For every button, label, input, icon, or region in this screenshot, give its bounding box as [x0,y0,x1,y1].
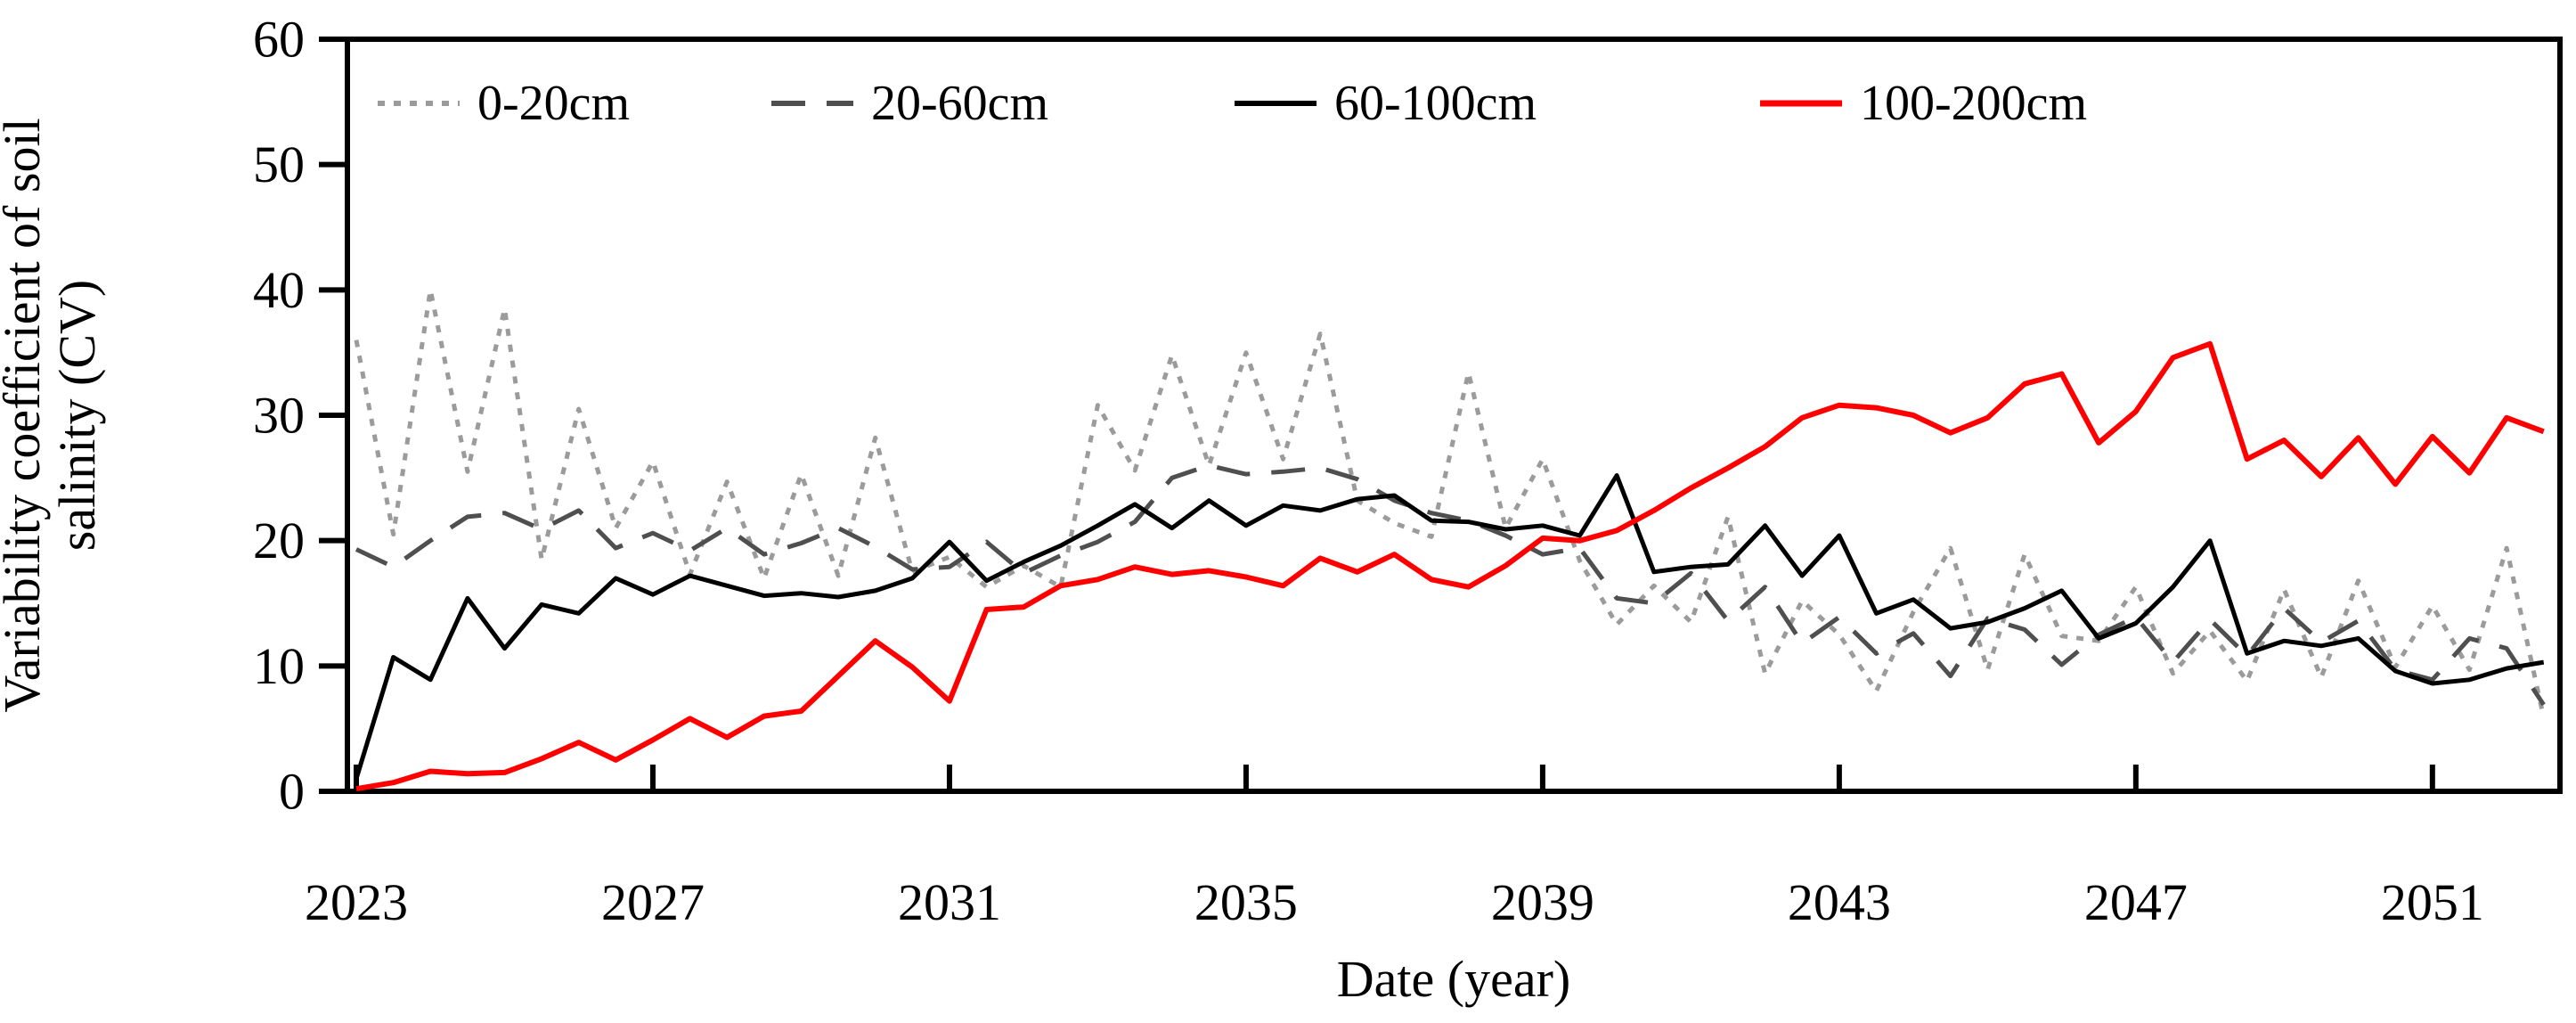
y-axis-title-line1: Variability coefficient of soil [0,118,51,712]
series-line-100-200cm [355,340,2545,792]
y-axis-title-line2: salinity (CV) [48,280,106,551]
x-axis-tick-label: 2031 [898,873,1001,931]
series-line-0-20cm [354,287,2547,718]
series-line-20-60cm [355,462,2546,707]
y-axis-tick-label: 60 [253,11,305,69]
y-axis-tick-label: 40 [253,261,305,319]
plot-frame [345,37,2563,794]
y-axis-tick-label: 30 [253,387,305,445]
legend-label-60-100cm: 60-100cm [1334,76,1537,131]
legend-label-0-20cm: 0-20cm [477,76,630,131]
series-line-60-100cm [354,473,2545,780]
x-axis-tick-label: 2043 [1788,873,1891,931]
legend-label-20-60cm: 20-60cm [871,76,1048,131]
legend-label-100-200cm: 100-200cm [1860,76,2087,131]
x-axis-tick-label: 2047 [2084,873,2188,931]
y-axis-tick-label: 50 [253,135,305,193]
y-axis-tick-label: 0 [279,763,305,821]
x-axis-tick-label: 2051 [2381,873,2484,931]
x-axis-tick-label: 2027 [601,873,705,931]
y-axis-tick-label: 10 [253,637,305,695]
x-axis-tick-label: 2035 [1194,873,1298,931]
y-axis-tick-label: 20 [253,512,305,569]
x-axis-title: Date (year) [1337,950,1570,1008]
x-axis-tick-label: 2039 [1491,873,1594,931]
x-axis-tick-label: 2023 [305,873,408,931]
